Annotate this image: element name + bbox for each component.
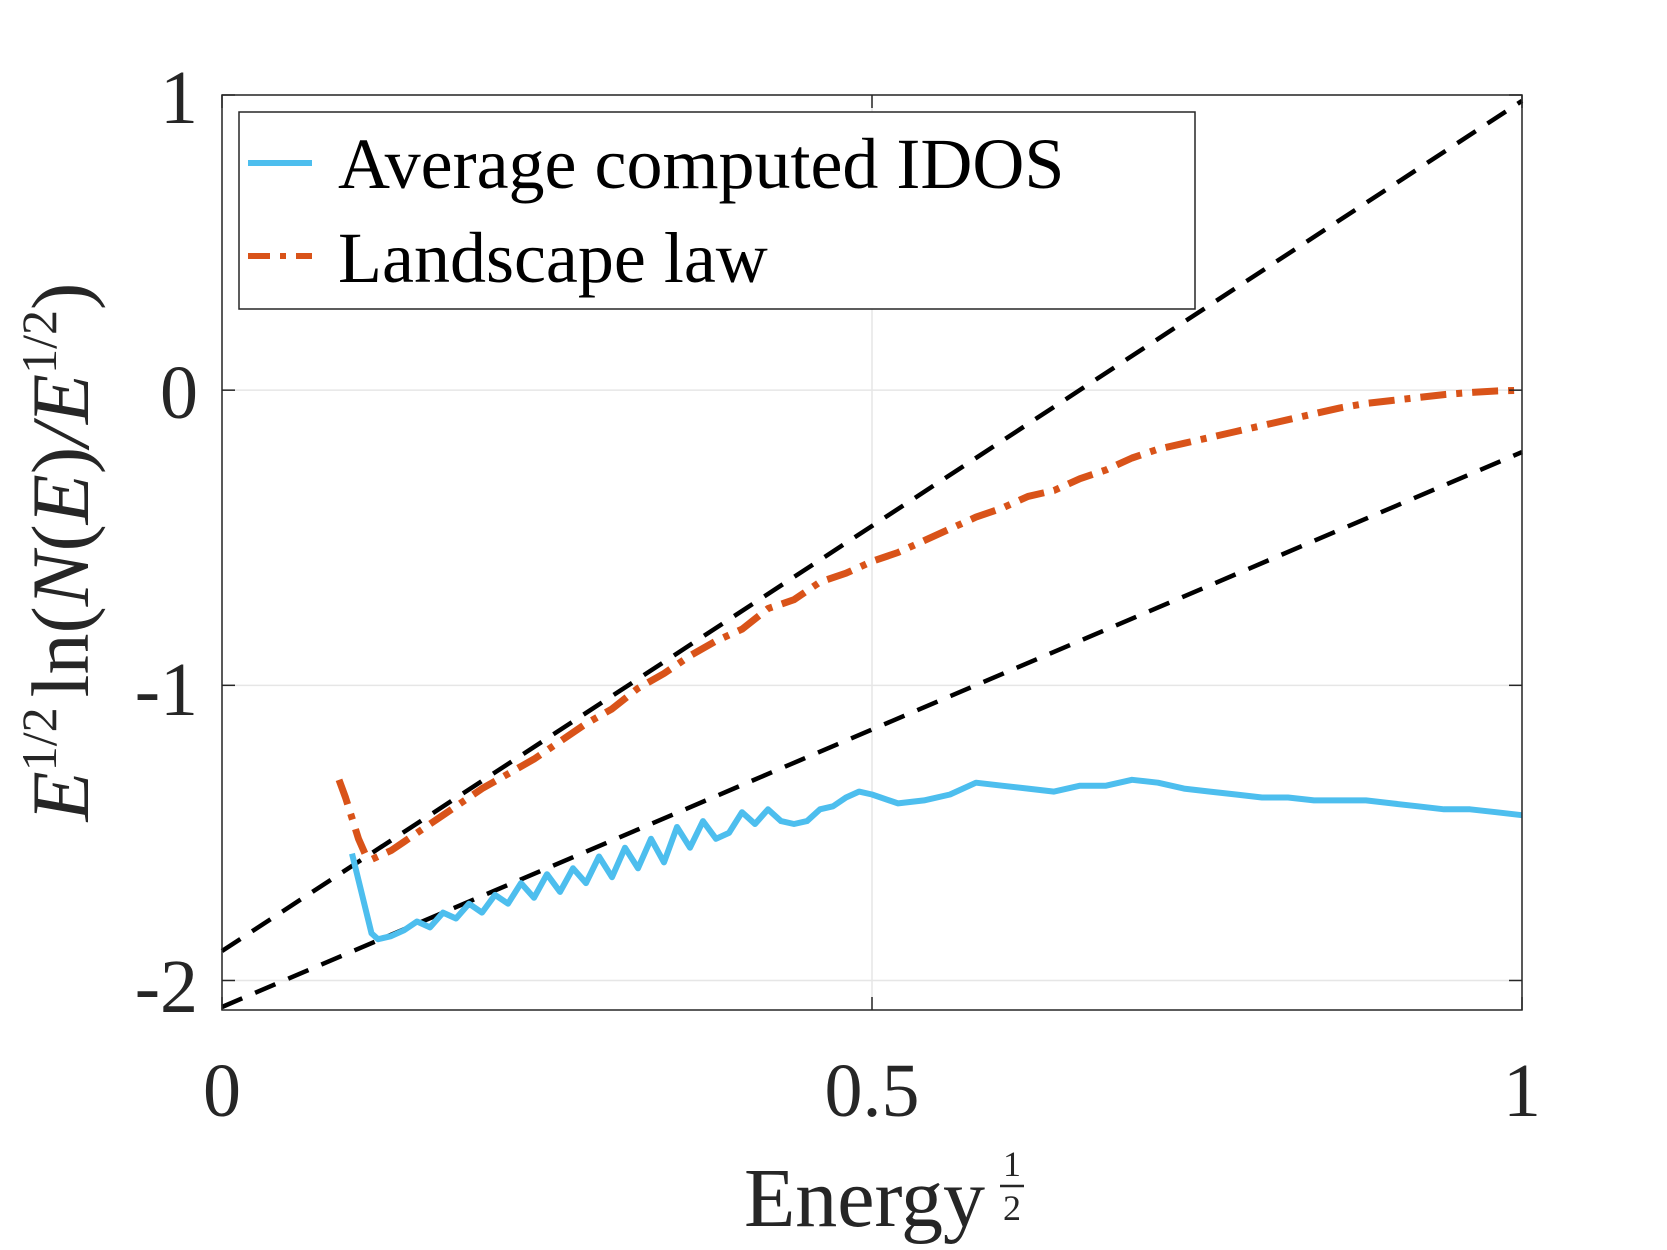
y-tick-label-2: 0 [160,351,198,435]
x-tick-label-2: 1 [1503,1049,1541,1133]
y-tick-label-1: -1 [135,648,198,732]
ticks [221,94,1523,1010]
x-tick-label-0: 0 [203,1049,241,1133]
reference-line-upper [220,99,1524,953]
y-axis-label-text: E1/2ln(N(E)/E1/2) [11,283,106,823]
x-axis-label: Energy 1 2 [744,1144,1024,1245]
x-axis-label-exp-denominator: 2 [1003,1188,1021,1228]
legend-label-idos: Average computed IDOS [338,124,1064,204]
y-tick-label-0: -2 [135,945,198,1029]
series-average-computed-idos [349,776,1523,943]
legend: Average computed IDOS Landscape law [238,111,1196,310]
series-landscape-law [335,386,1523,863]
series-layer [220,99,1524,1010]
x-axis-label-text: Energy [744,1152,985,1245]
y-tick-label-3: 1 [160,56,198,140]
legend-label-landscape: Landscape law [338,218,768,298]
y-axis-label: E1/2ln(N(E)/E1/2) [11,283,106,823]
x-tick-label-1: 0.5 [825,1049,920,1133]
legend-box [238,111,1196,310]
x-axis-label-exp-numerator: 1 [1003,1144,1021,1184]
